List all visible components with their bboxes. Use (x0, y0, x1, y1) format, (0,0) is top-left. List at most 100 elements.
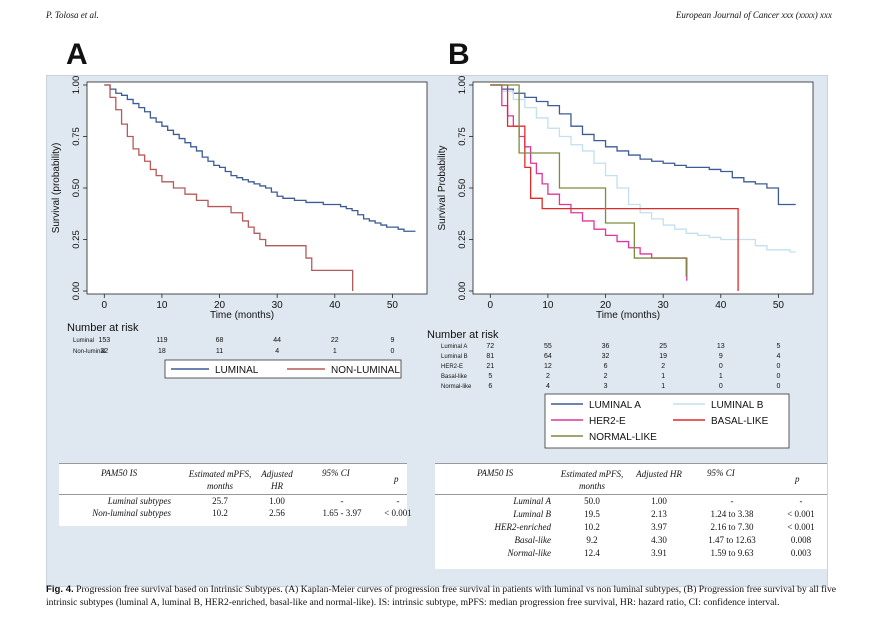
table-b: PAM50 IS Estimated mPFS, months Adjusted… (435, 463, 827, 569)
table-cell: 3.91 (651, 548, 667, 558)
legend-entry: LUMINAL (215, 365, 259, 376)
risk-value: 0 (390, 348, 394, 355)
risk-value: 32 (100, 348, 108, 355)
risk-value: 13 (717, 343, 725, 350)
risk-value: 153 (98, 337, 110, 344)
risk-row-label: Normal-like (441, 384, 472, 390)
table-cell: 2.56 (269, 508, 285, 518)
x-axis-label: Time (months) (210, 310, 274, 321)
risk-row-label: Luminal B (441, 354, 468, 360)
table-cell: 1.59 to 9.63 (710, 548, 754, 558)
risk-row-label: Non-luminal (73, 349, 105, 355)
table-b-header-mpfs: Estimated mPFS, months (560, 469, 624, 491)
table-cell: < 0.001 (787, 509, 815, 519)
plot-area (86, 81, 428, 295)
y-tick-label: 0.25 (457, 230, 468, 249)
x-tick-label: 30 (658, 300, 670, 311)
caption-text: Progression free survival based on Intri… (46, 584, 836, 608)
risk-value: 64 (544, 353, 552, 360)
risk-table-heading: Number at risk (67, 322, 139, 334)
risk-value: 25 (659, 343, 667, 350)
table-cell: Luminal subtypes (107, 496, 171, 506)
table-cell: - (340, 496, 344, 506)
figure-caption: Fig. 4. Progression free survival based … (46, 583, 836, 609)
x-tick-label: 20 (600, 300, 612, 311)
caption-label: Fig. 4. (46, 584, 74, 595)
legend-entry: LUMINAL A (589, 400, 641, 411)
table-cell: < 0.001 (384, 508, 412, 518)
legend-entry: NORMAL-LIKE (589, 432, 657, 443)
table-cell: Non-luminal subtypes (92, 508, 171, 518)
risk-value: 22 (331, 337, 339, 344)
risk-value: 5 (488, 373, 492, 380)
risk-value: 4 (776, 353, 780, 360)
risk-value: 0 (719, 383, 723, 390)
risk-value: 119 (156, 337, 167, 344)
risk-value: 2 (604, 373, 608, 380)
table-cell: 0.008 (790, 535, 812, 545)
table-b-header-ci: 95% CI (707, 468, 735, 478)
legend-entry: LUMINAL B (711, 400, 764, 411)
risk-value: 9 (719, 353, 723, 360)
table-cell: 12.4 (584, 548, 600, 558)
risk-value: 1 (719, 373, 723, 380)
risk-value: 81 (486, 353, 494, 360)
risk-value: 2 (546, 373, 550, 380)
table-a-header-hr: Adjusted HR (261, 469, 293, 491)
x-tick-label: 30 (272, 300, 284, 311)
series-line-normal-like (490, 84, 687, 277)
risk-value: 5 (776, 343, 780, 350)
legend-entry: HER2-E (589, 416, 626, 427)
panel-label-a: A (66, 38, 88, 71)
table-cell: 1.65 - 3.97 (322, 508, 362, 518)
table-cell: Basal-like (514, 535, 552, 545)
risk-value: 0 (776, 383, 780, 390)
table-cell: 2.16 to 7.30 (710, 522, 754, 532)
risk-value: 1 (661, 383, 665, 390)
table-b-header-is: PAM50 IS (477, 468, 514, 478)
risk-value: 4 (546, 383, 550, 390)
risk-value: 36 (602, 343, 610, 350)
series-line-basal-like (490, 84, 739, 291)
risk-value: 32 (602, 353, 610, 360)
y-tick-label: 0.50 (457, 179, 468, 198)
y-tick-label: 0.50 (71, 179, 82, 198)
risk-value: 19 (659, 353, 667, 360)
y-tick-label: 0.00 (457, 282, 468, 301)
table-cell: Normal-like (507, 548, 552, 558)
table-cell: 3.97 (651, 522, 667, 532)
risk-value: 0 (776, 363, 780, 370)
series-line-luminal-a (490, 84, 796, 206)
risk-value: 4 (275, 348, 279, 355)
risk-value: 11 (216, 348, 223, 355)
table-cell: 2.13 (651, 509, 667, 519)
y-tick-label: 1.00 (457, 76, 468, 94)
table-cell: 4.30 (651, 535, 667, 545)
panel-label-b: B (448, 38, 470, 71)
risk-value: 1 (661, 373, 665, 380)
risk-value: 9 (390, 337, 394, 344)
risk-value: 44 (273, 337, 281, 344)
risk-value: 18 (158, 348, 166, 355)
risk-row-label: Basal-like (441, 374, 468, 380)
x-tick-label: 40 (329, 300, 341, 311)
table-a-header-p: p (394, 474, 399, 484)
table-cell: 10.2 (584, 522, 600, 532)
risk-table-heading: Number at risk (427, 329, 499, 341)
legend-box (544, 393, 790, 449)
x-tick-label: 40 (715, 300, 727, 311)
risk-value: 55 (544, 343, 552, 350)
x-tick-label: 10 (156, 300, 168, 311)
table-cell: < 0.001 (787, 522, 815, 532)
series-line-luminal-b (490, 84, 796, 253)
table-a-header-mpfs: Estimated mPFS, months (188, 469, 252, 491)
y-tick-label: 0.75 (71, 127, 82, 146)
series-line-luminal (104, 84, 416, 232)
series-line-non-luminal (104, 84, 354, 291)
table-cell: - (799, 496, 803, 506)
table-cell: 19.5 (584, 509, 600, 519)
y-axis-label: Survival (probability) (51, 143, 62, 234)
table-cell: 1.00 (651, 496, 667, 506)
x-tick-label: 50 (773, 300, 785, 311)
table-cell: 50.0 (584, 496, 600, 506)
